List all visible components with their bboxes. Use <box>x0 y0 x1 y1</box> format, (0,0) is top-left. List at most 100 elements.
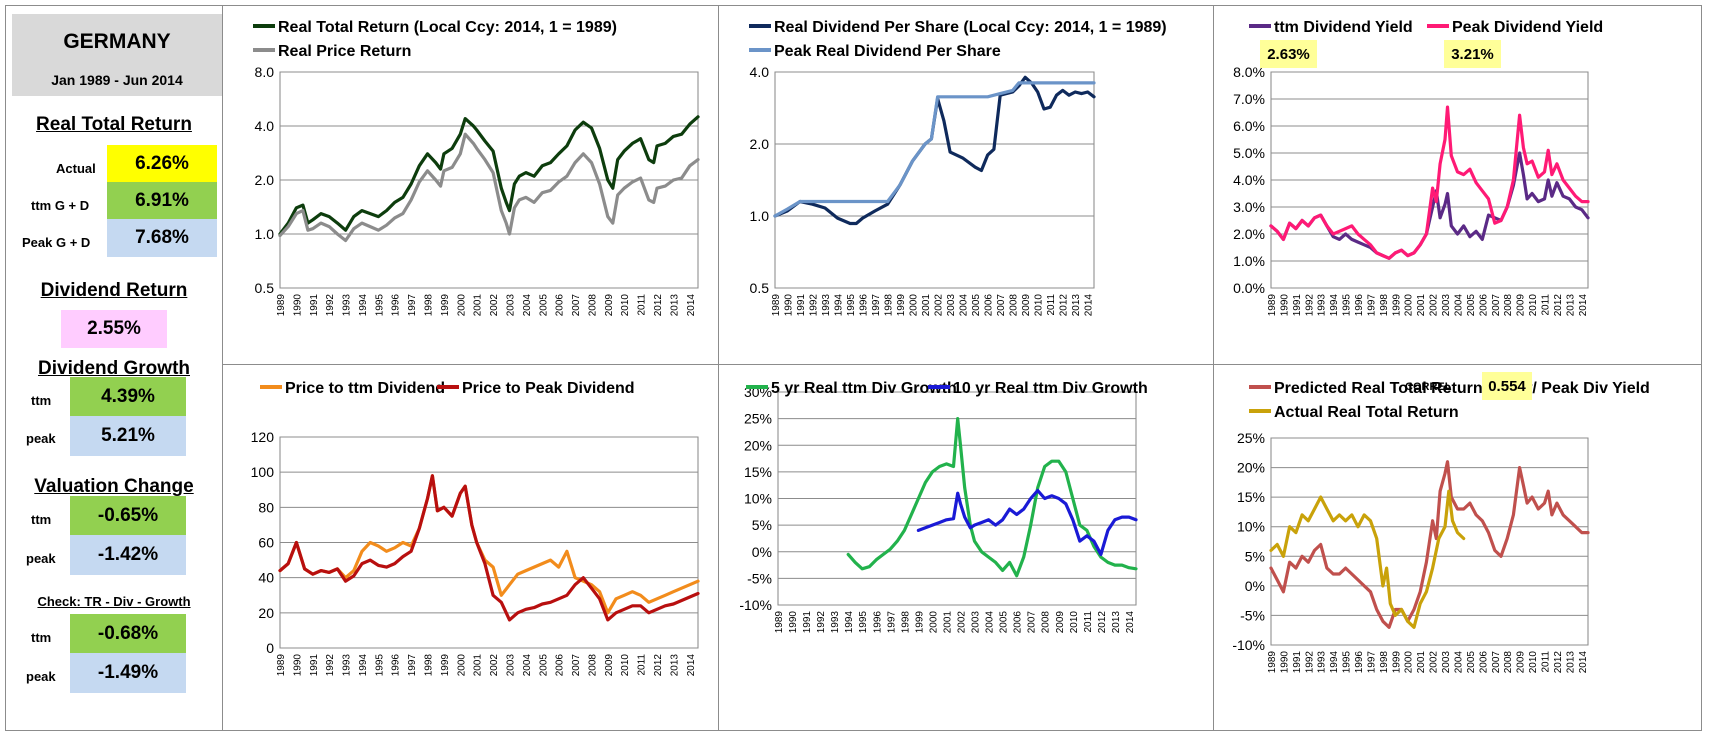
x-tick-label: 2008 <box>1503 651 1514 674</box>
x-tick-label: 2004 <box>1453 651 1464 674</box>
x-tick-label: 1998 <box>1379 294 1390 317</box>
y-tick-label: 0 <box>266 640 274 656</box>
y-tick-label: -5% <box>1240 607 1265 623</box>
x-tick-label: 1993 <box>342 294 353 317</box>
x-tick-label: 2013 <box>1071 294 1082 317</box>
x-tick-label: 1996 <box>1354 294 1365 317</box>
x-tick-label: 2008 <box>1009 294 1020 317</box>
legend-label-2: Peak Dividend Yield <box>1452 19 1603 36</box>
y-tick-label: 25% <box>1237 430 1265 446</box>
x-tick-label: 1989 <box>1267 651 1278 674</box>
rtr-actual-label: Actual <box>56 161 96 176</box>
y-tick-label: 15% <box>1237 489 1265 505</box>
x-tick-label: 2009 <box>1021 294 1032 317</box>
x-tick-label: 2008 <box>1503 294 1514 317</box>
x-tick-label: 2004 <box>522 294 533 317</box>
y-tick-label: 2.0% <box>1233 226 1265 242</box>
x-tick-label: 2010 <box>1528 651 1539 674</box>
y-tick-label: 5.0% <box>1233 145 1265 161</box>
x-tick-label: 2002 <box>1429 294 1440 317</box>
x-tick-label: 2012 <box>653 294 664 317</box>
x-tick-label: 1991 <box>309 294 320 317</box>
y-tick-label: 4.0 <box>255 118 275 134</box>
x-tick-label: 1994 <box>844 611 855 634</box>
x-tick-label: 1993 <box>1317 651 1328 674</box>
x-tick-label: 2014 <box>686 294 697 317</box>
rtr-peak-value: 7.68% <box>107 219 217 257</box>
series-line-1 <box>278 474 700 615</box>
y-tick-label: 1.0 <box>750 208 770 224</box>
annotation-box <box>1444 40 1501 68</box>
x-tick-label: 1990 <box>1279 651 1290 674</box>
y-tick-label: 40 <box>258 570 274 586</box>
rtr-ttm-value: 6.91% <box>107 182 217 220</box>
country-header: GERMANY Jan 1989 - Jun 2014 <box>12 14 222 96</box>
x-tick-label: 1993 <box>830 611 841 634</box>
y-tick-label: 5% <box>1245 548 1265 564</box>
x-tick-label: 1995 <box>858 611 869 634</box>
legend-label-1: Predicted Real Total Return: RR w/ Peak … <box>1274 380 1650 397</box>
x-tick-label: 1989 <box>276 654 287 677</box>
x-tick-label: 1990 <box>292 294 303 317</box>
plot-area <box>774 71 1095 289</box>
x-tick-label: 2013 <box>1111 611 1122 634</box>
x-tick-label: 2004 <box>522 654 533 677</box>
chart-dividend-growth: 30% 25% 20% 15% 10% 5% 0% -5% -10% 1989 1990 1991 19… <box>719 365 1212 730</box>
x-tick-label: 1999 <box>1391 651 1402 674</box>
x-tick-label: 2010 <box>1034 294 1045 317</box>
chart-total-return: 8.0 4.0 2.0 1.0 0.5 1989 1990 1991 1992 1993 1994 1… <box>223 6 717 363</box>
x-tick-label: 1998 <box>1379 651 1390 674</box>
check-ttm-value: -0.68% <box>70 614 186 654</box>
x-tick-label: 2008 <box>587 654 598 677</box>
x-tick-label: 1990 <box>1279 294 1290 317</box>
x-tick-label: 1996 <box>391 294 402 317</box>
y-tick-label: 0.5 <box>255 280 275 296</box>
x-tick-label: 2009 <box>604 294 615 317</box>
legend-label-2: Price to Peak Dividend <box>462 380 635 397</box>
x-tick-label: 1991 <box>796 294 807 317</box>
x-tick-label: 2005 <box>1466 294 1477 317</box>
x-tick-label: 1995 <box>1342 294 1353 317</box>
x-tick-label: 2004 <box>959 294 970 317</box>
x-tick-label: 2012 <box>1097 611 1108 634</box>
y-tick-label: 4.0% <box>1233 172 1265 188</box>
y-tick-label: 7.0% <box>1233 91 1265 107</box>
check-title: Check: TR - Div - Growth <box>37 594 191 609</box>
y-tick-label: 0.5 <box>750 280 770 296</box>
x-tick-label: 2010 <box>1528 294 1539 317</box>
x-tick-label: 1997 <box>1366 651 1377 674</box>
dashboard-frame <box>5 5 1702 731</box>
annotation-box <box>1482 372 1532 400</box>
x-tick-label: 1991 <box>802 611 813 634</box>
series-line-2 <box>1269 489 1466 629</box>
x-tick-label: 2011 <box>1083 611 1094 633</box>
x-tick-label: 1994 <box>834 294 845 317</box>
x-tick-label: 2000 <box>1404 294 1415 317</box>
y-tick-label: 60 <box>258 535 274 551</box>
dividend-return-title: Dividend Return <box>40 280 188 301</box>
x-tick-label: 1999 <box>914 611 925 634</box>
series-line-2 <box>278 132 700 243</box>
legend-label-1: ttm Dividend Yield <box>1274 19 1413 36</box>
chart-price-to-dividend: 120 100 80 60 40 20 0 1989 1990 1991 1992 1993 1994 1… <box>223 365 717 730</box>
x-tick-label: 1992 <box>1304 294 1315 317</box>
x-tick-label: 2001 <box>942 611 953 634</box>
rtr-actual-value: 6.26% <box>107 145 217 183</box>
x-tick-label: 2011 <box>1540 294 1551 316</box>
rtr-ttm-label: ttm G + D <box>31 198 90 213</box>
x-tick-label: 2013 <box>1565 294 1576 317</box>
x-tick-label: 2011 <box>1046 294 1057 316</box>
x-tick-label: 2011 <box>637 654 648 676</box>
dividend-growth-title: Dividend Growth <box>38 358 190 379</box>
annotation-value: 2.63% <box>1267 46 1310 63</box>
x-tick-label: 1998 <box>884 294 895 317</box>
chart-dividend-per-share: 4.0 2.0 1.0 0.5 1989 1990 1991 1992 1993 1994 1995… <box>719 6 1212 363</box>
x-tick-label: 2008 <box>1041 611 1052 634</box>
x-tick-label: 1995 <box>374 294 385 317</box>
x-tick-label: 1991 <box>309 654 320 677</box>
annotation-label: CORREL <box>1405 381 1452 393</box>
check-peak-label: peak <box>26 669 56 684</box>
x-tick-label: 2001 <box>921 294 932 317</box>
x-tick-label: 2000 <box>456 294 467 317</box>
x-tick-label: 1995 <box>846 294 857 317</box>
